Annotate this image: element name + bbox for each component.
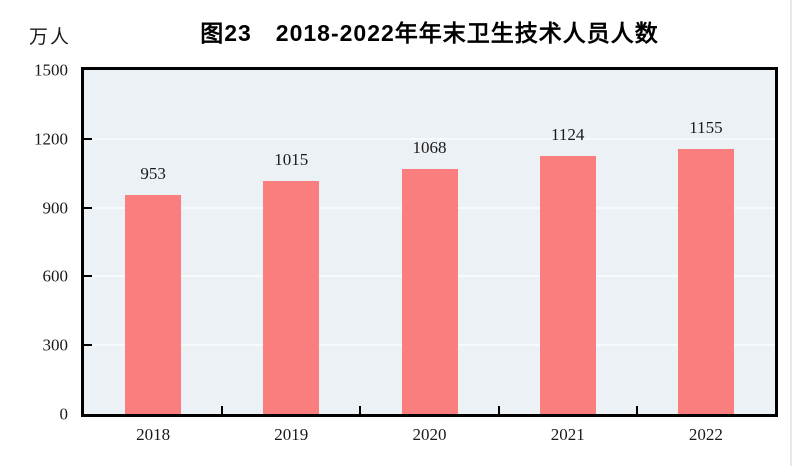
y-tick-label: 900 [42, 198, 69, 218]
x-tick-label: 2022 [688, 425, 723, 444]
y-tick-label: 1200 [34, 129, 68, 149]
bar-value-label: 1015 [274, 150, 309, 170]
page-edge-line [790, 0, 792, 466]
y-axis-tick-mark [84, 344, 92, 347]
y-axis-tick-mark [84, 206, 92, 209]
x-axis-tick-mark [221, 406, 224, 414]
bar [263, 181, 320, 414]
bar [125, 195, 182, 414]
bar-value-label: 953 [140, 164, 166, 184]
x-tick-label: 2018 [136, 425, 171, 444]
bar-value-label: 1124 [551, 125, 585, 145]
y-tick-label: 300 [42, 335, 69, 355]
bar-value-label: 1155 [689, 118, 723, 138]
y-tick-label: 1500 [34, 60, 68, 80]
bar [677, 149, 734, 414]
y-tick-label: 600 [42, 266, 69, 286]
plot-area: 953 1015 1068 1124 1155 [81, 67, 778, 417]
y-tick-label: 0 [59, 404, 69, 424]
x-axis-tick-mark [497, 406, 500, 414]
x-tick-label: 2020 [412, 425, 447, 444]
y-axis-unit-label: 万人 [29, 27, 72, 48]
x-tick-label: 2019 [274, 425, 309, 444]
bar-value-label: 1068 [412, 138, 447, 158]
x-tick-label: 2021 [550, 425, 585, 444]
y-axis-tick-mark [84, 275, 92, 278]
bar [401, 169, 458, 414]
chart-title: 图23 2018-2022年年末卫生技术人员人数 [200, 20, 659, 46]
y-axis-tick-mark [84, 137, 92, 140]
bar [539, 156, 596, 414]
x-axis-tick-mark [359, 406, 362, 414]
gridline [84, 137, 775, 140]
x-axis-tick-mark [635, 406, 638, 414]
